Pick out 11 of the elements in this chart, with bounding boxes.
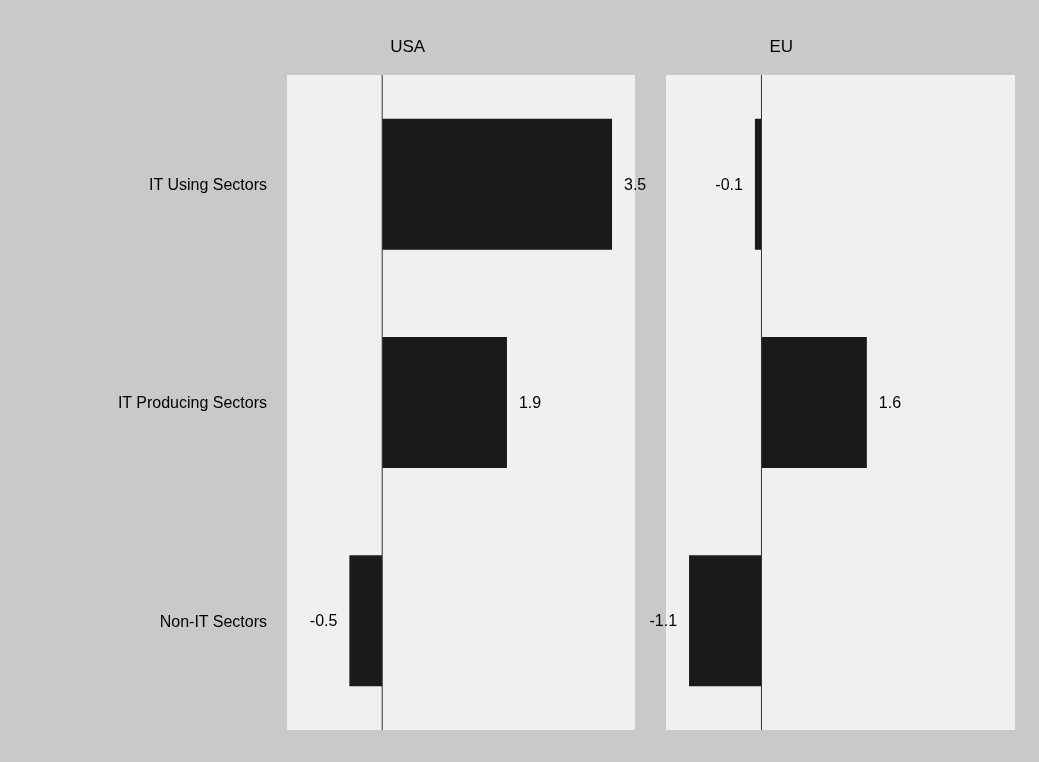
data-label: -0.5 — [309, 612, 338, 630]
y-tick-label: IT Using Sectors — [149, 175, 267, 193]
y-tick-label: Non-IT Sectors — [159, 612, 267, 630]
chart-title: USA — [390, 37, 426, 57]
chart-title: EU — [769, 37, 794, 57]
data-label: 1.9 — [518, 394, 542, 411]
data-label: 3.5 — [624, 175, 647, 193]
data-label: 1.6 — [878, 394, 902, 411]
data-label: -0.1 — [715, 175, 743, 193]
data-label: -1.1 — [649, 612, 678, 630]
y-tick-label: IT Producing Sectors — [117, 394, 267, 412]
